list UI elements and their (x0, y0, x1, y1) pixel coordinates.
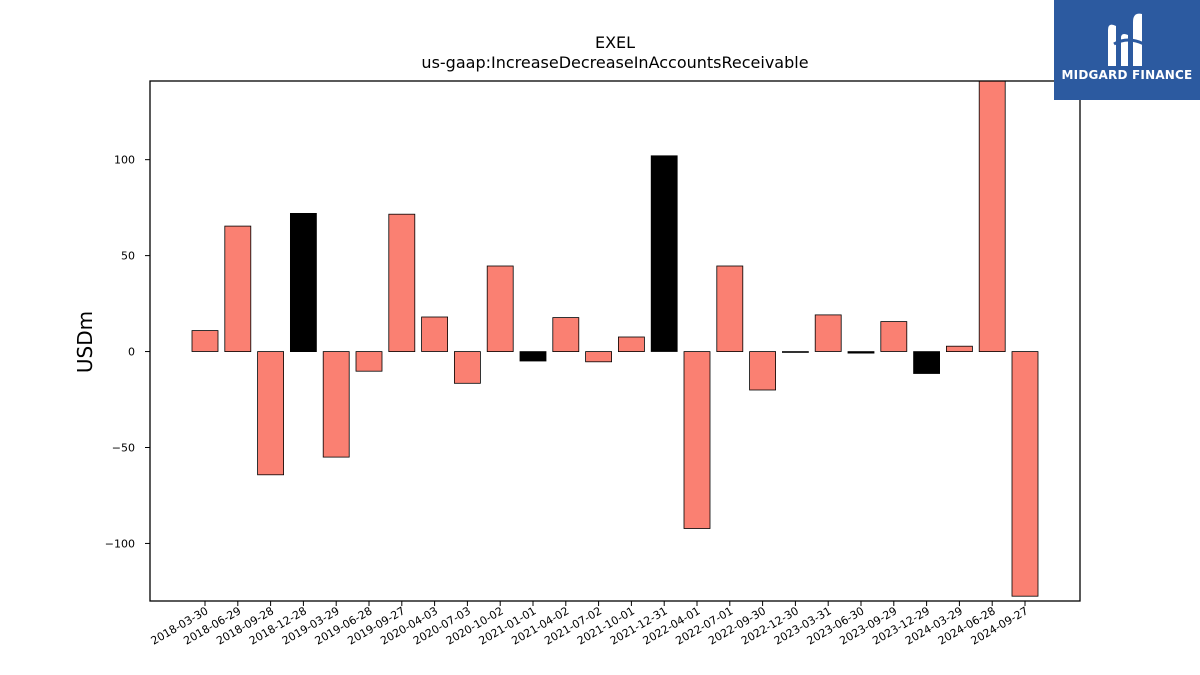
bar (486, 265, 514, 352)
bar (552, 317, 580, 353)
y-tick-label: −50 (112, 441, 135, 454)
bar (1011, 351, 1039, 597)
bars-group (191, 80, 1039, 597)
bar (716, 265, 744, 352)
bar (650, 155, 678, 352)
bar (978, 80, 1006, 353)
x-ticks-group: 2018-03-302018-06-292018-09-282018-12-28… (149, 601, 1031, 648)
plot-frame (149, 80, 1081, 602)
bar (782, 351, 809, 353)
y-axis-label: USDm (73, 311, 97, 373)
bar (421, 316, 449, 352)
bar (585, 351, 612, 363)
bar (847, 351, 875, 354)
midgard-logo-icon (1108, 13, 1145, 67)
chart-title: EXEL (595, 33, 635, 52)
bar (683, 351, 711, 529)
y-tick-label: 0 (128, 346, 135, 359)
y-tick-label: 100 (114, 154, 135, 167)
bar (289, 212, 317, 352)
bar (946, 345, 973, 353)
brand-logo: MIDGARD FINANCE (1054, 0, 1200, 100)
bar (257, 351, 285, 476)
y-tick-label: 50 (121, 250, 135, 263)
bar (880, 321, 908, 352)
chart-subtitle: us-gaap:IncreaseDecreaseInAccountsReceiv… (421, 53, 808, 72)
bar (618, 336, 645, 353)
bar (322, 351, 350, 458)
y-tick-label: −100 (105, 537, 135, 550)
bar (814, 314, 842, 352)
bar (355, 351, 383, 372)
bar (191, 330, 219, 352)
bar (519, 351, 547, 362)
bar (224, 225, 252, 353)
bar (388, 213, 416, 352)
brand-name: MIDGARD FINANCE (1061, 68, 1193, 82)
bar (749, 351, 776, 391)
bar (913, 351, 940, 374)
bar (453, 351, 481, 384)
y-ticks-group: −100 −50 0 50 100 (105, 154, 150, 550)
